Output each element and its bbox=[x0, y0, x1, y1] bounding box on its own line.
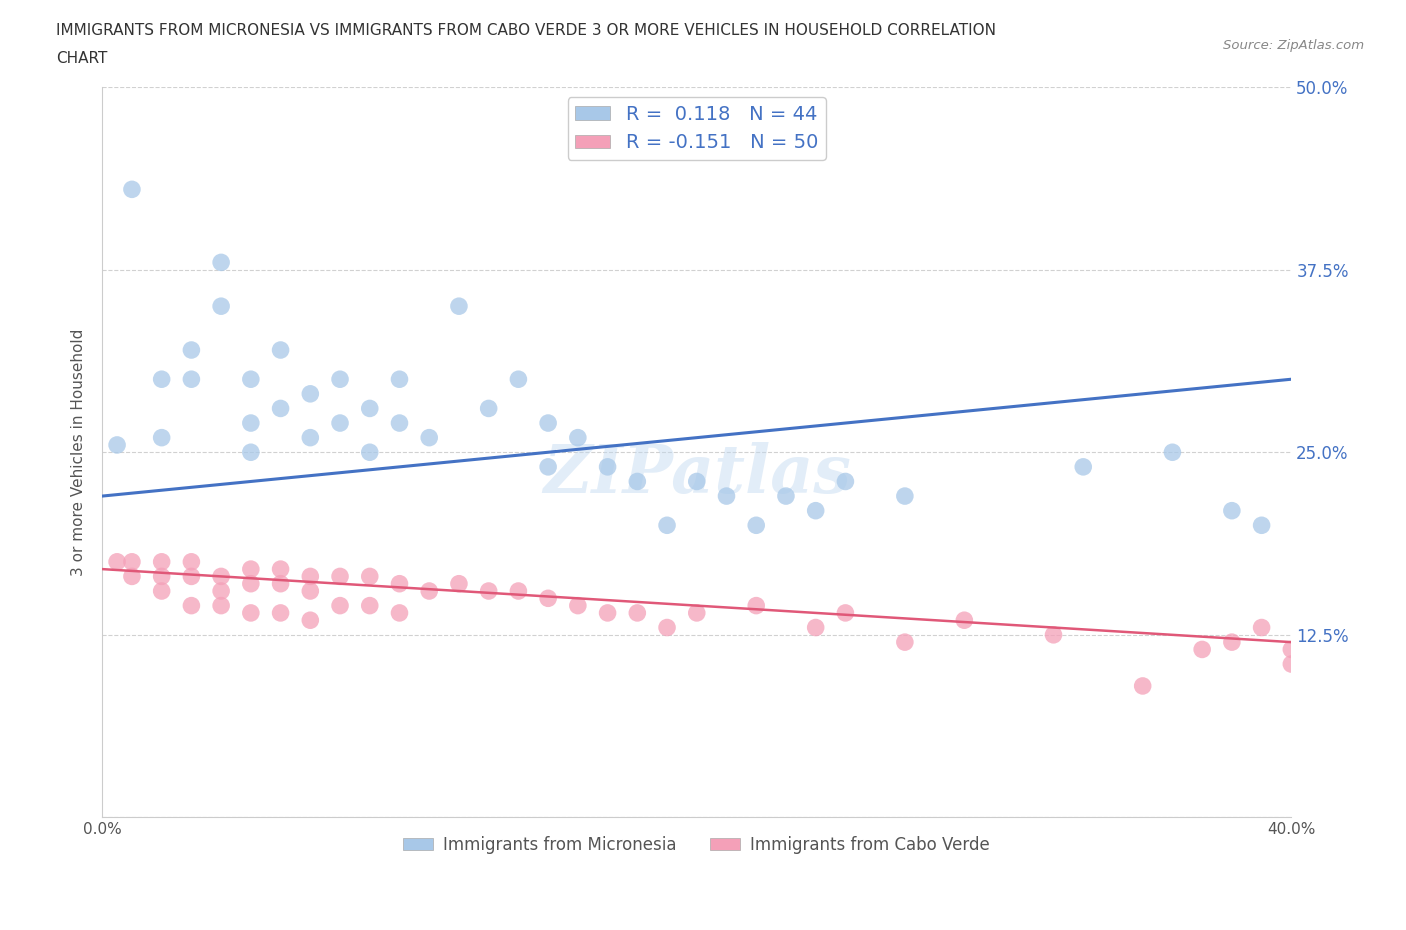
Text: CHART: CHART bbox=[56, 51, 108, 66]
Point bbox=[270, 342, 292, 357]
Point bbox=[150, 431, 173, 445]
Point bbox=[299, 386, 322, 401]
Point bbox=[270, 401, 292, 416]
Point bbox=[1279, 657, 1302, 671]
Point bbox=[655, 620, 678, 635]
Point bbox=[1220, 634, 1243, 649]
Point bbox=[1250, 518, 1272, 533]
Point bbox=[834, 474, 856, 489]
Point bbox=[388, 605, 411, 620]
Legend: Immigrants from Micronesia, Immigrants from Cabo Verde: Immigrants from Micronesia, Immigrants f… bbox=[396, 829, 997, 860]
Point bbox=[508, 583, 530, 598]
Point bbox=[478, 401, 501, 416]
Point bbox=[775, 488, 797, 503]
Point bbox=[1132, 679, 1154, 694]
Point bbox=[953, 613, 976, 628]
Point bbox=[270, 605, 292, 620]
Point bbox=[105, 437, 128, 452]
Point bbox=[239, 605, 262, 620]
Point bbox=[359, 598, 381, 613]
Point bbox=[150, 583, 173, 598]
Point bbox=[1071, 459, 1094, 474]
Point bbox=[418, 583, 440, 598]
Point bbox=[359, 401, 381, 416]
Point bbox=[121, 569, 143, 584]
Point bbox=[537, 459, 560, 474]
Point bbox=[359, 445, 381, 459]
Point bbox=[567, 431, 589, 445]
Point bbox=[180, 342, 202, 357]
Point bbox=[121, 554, 143, 569]
Point bbox=[209, 255, 232, 270]
Point bbox=[447, 577, 470, 591]
Point bbox=[537, 416, 560, 431]
Point bbox=[1220, 503, 1243, 518]
Point bbox=[834, 605, 856, 620]
Point bbox=[418, 431, 440, 445]
Point bbox=[299, 583, 322, 598]
Point bbox=[508, 372, 530, 387]
Point bbox=[1042, 628, 1064, 643]
Point bbox=[180, 372, 202, 387]
Point bbox=[209, 598, 232, 613]
Point bbox=[329, 569, 352, 584]
Point bbox=[239, 372, 262, 387]
Point bbox=[270, 577, 292, 591]
Point bbox=[388, 577, 411, 591]
Point bbox=[596, 605, 619, 620]
Point bbox=[299, 613, 322, 628]
Point bbox=[209, 583, 232, 598]
Point bbox=[478, 583, 501, 598]
Point bbox=[180, 554, 202, 569]
Point bbox=[150, 372, 173, 387]
Point bbox=[537, 591, 560, 605]
Point bbox=[388, 372, 411, 387]
Point bbox=[329, 598, 352, 613]
Point bbox=[209, 569, 232, 584]
Text: IMMIGRANTS FROM MICRONESIA VS IMMIGRANTS FROM CABO VERDE 3 OR MORE VEHICLES IN H: IMMIGRANTS FROM MICRONESIA VS IMMIGRANTS… bbox=[56, 23, 997, 38]
Point bbox=[329, 416, 352, 431]
Point bbox=[121, 182, 143, 197]
Point bbox=[1310, 723, 1333, 737]
Text: ZIPatlas: ZIPatlas bbox=[543, 442, 851, 507]
Point bbox=[626, 474, 648, 489]
Point bbox=[745, 598, 768, 613]
Point bbox=[329, 372, 352, 387]
Point bbox=[626, 605, 648, 620]
Point bbox=[180, 569, 202, 584]
Point bbox=[209, 299, 232, 313]
Point bbox=[716, 488, 738, 503]
Point bbox=[270, 562, 292, 577]
Point bbox=[239, 562, 262, 577]
Point bbox=[239, 577, 262, 591]
Point bbox=[299, 569, 322, 584]
Point bbox=[804, 503, 827, 518]
Point bbox=[388, 416, 411, 431]
Point bbox=[105, 554, 128, 569]
Point bbox=[359, 569, 381, 584]
Point bbox=[447, 299, 470, 313]
Point bbox=[299, 431, 322, 445]
Point bbox=[745, 518, 768, 533]
Y-axis label: 3 or more Vehicles in Household: 3 or more Vehicles in Household bbox=[72, 328, 86, 576]
Point bbox=[1279, 642, 1302, 657]
Point bbox=[567, 598, 589, 613]
Point bbox=[686, 605, 709, 620]
Point bbox=[239, 416, 262, 431]
Point bbox=[686, 474, 709, 489]
Point bbox=[239, 445, 262, 459]
Point bbox=[1161, 445, 1184, 459]
Point bbox=[150, 554, 173, 569]
Point bbox=[1250, 620, 1272, 635]
Point bbox=[1191, 642, 1213, 657]
Point bbox=[655, 518, 678, 533]
Point bbox=[150, 569, 173, 584]
Point bbox=[894, 634, 917, 649]
Point bbox=[804, 620, 827, 635]
Point bbox=[894, 488, 917, 503]
Point bbox=[596, 459, 619, 474]
Point bbox=[180, 598, 202, 613]
Text: Source: ZipAtlas.com: Source: ZipAtlas.com bbox=[1223, 39, 1364, 52]
